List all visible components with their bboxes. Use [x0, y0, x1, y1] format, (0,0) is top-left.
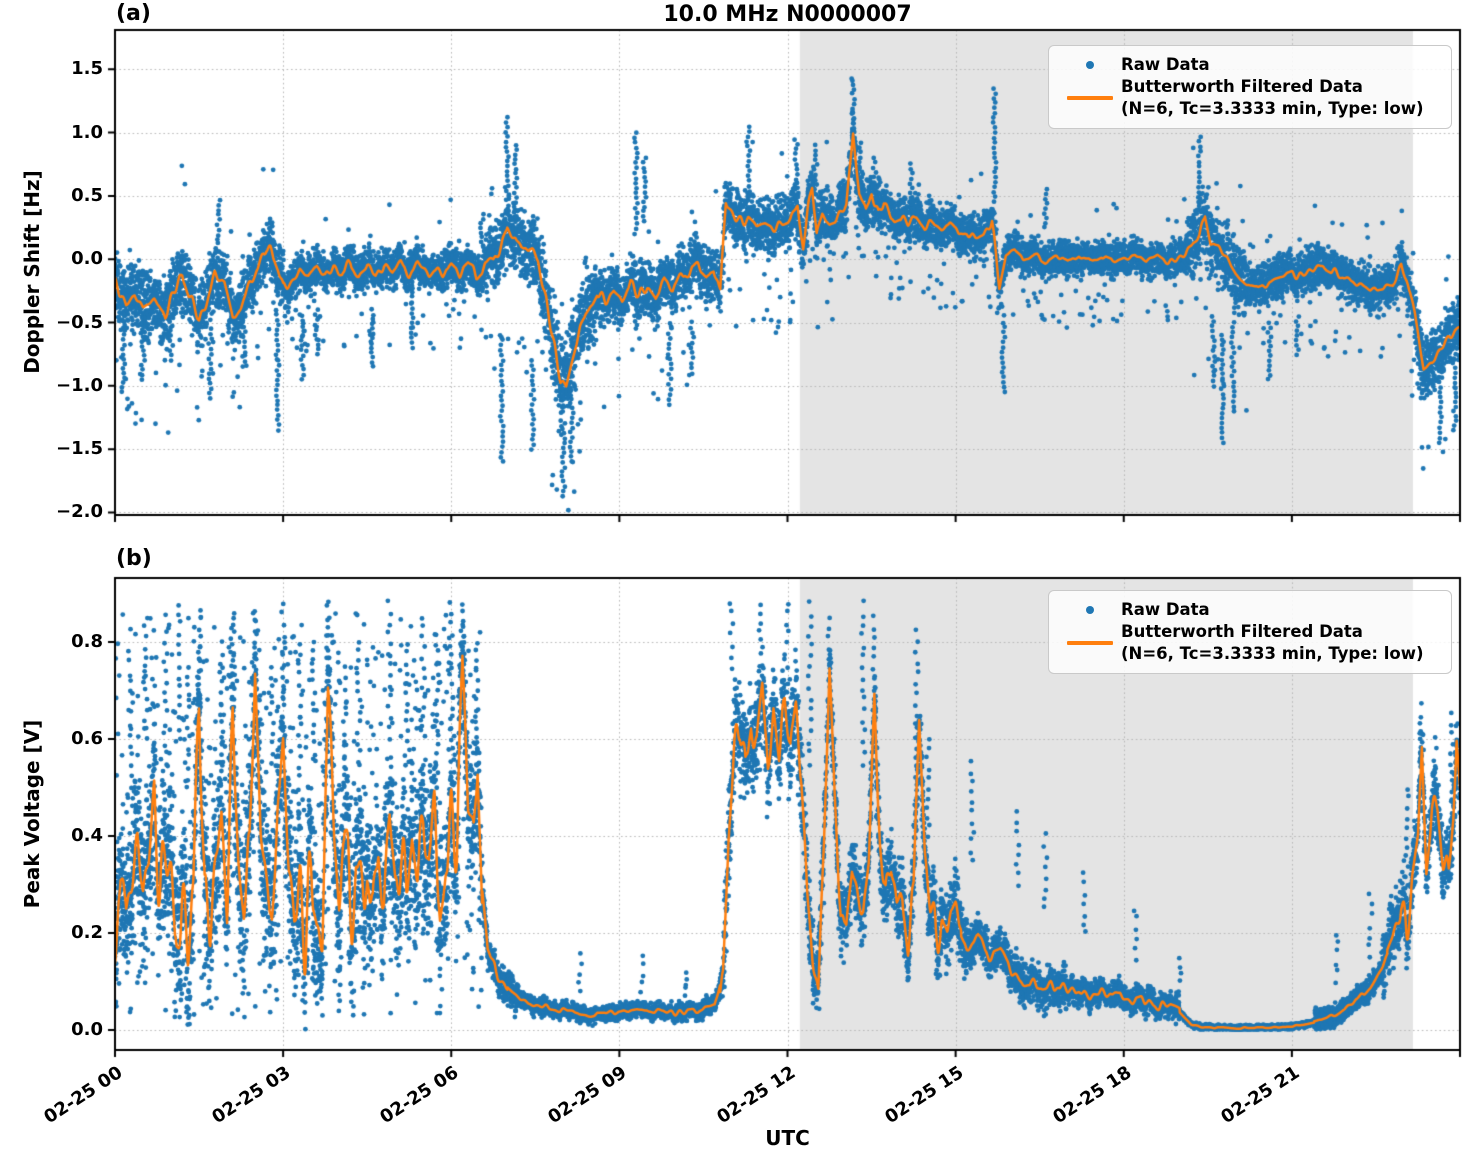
- y-tick-label-b: 0.0: [71, 1019, 103, 1041]
- panel-b-label: (b): [116, 546, 152, 571]
- filtered-line-marker-icon: [1059, 95, 1121, 100]
- y-tick-label-b: 0.8: [71, 631, 103, 653]
- y-tick-label-b: 0.4: [71, 825, 103, 847]
- legend-entry-raw: Raw Data: [1059, 54, 1441, 76]
- y-tick-label-a: 1.5: [71, 58, 103, 80]
- panel-a-label: (a): [116, 1, 151, 26]
- legend-filtered-label-line2: (N=6, Tc=3.3333 min, Type: low): [1121, 98, 1424, 118]
- raw-data-marker-icon: [1059, 605, 1121, 614]
- legend-raw-label: Raw Data: [1121, 600, 1210, 619]
- y-tick-label-a: −1.0: [56, 374, 103, 396]
- legend-panel-b: Raw Data Butterworth Filtered Data (N=6,…: [1048, 590, 1452, 675]
- x-axis-label-utc: UTC: [765, 1126, 810, 1150]
- legend-entry-filtered: Butterworth Filtered Data (N=6, Tc=3.333…: [1059, 76, 1441, 120]
- y-tick-label-a: −2.0: [56, 501, 103, 523]
- y-tick-label-a: 0.0: [71, 248, 103, 270]
- y-tick-label-b: 0.2: [71, 922, 103, 944]
- legend-filtered-label-line2: (N=6, Tc=3.3333 min, Type: low): [1121, 643, 1424, 663]
- y-tick-label-a: 0.5: [71, 184, 103, 206]
- legend-panel-a: Raw Data Butterworth Filtered Data (N=6,…: [1048, 45, 1452, 130]
- y-tick-label-b: 0.6: [71, 728, 103, 750]
- legend-filtered-label-line1: Butterworth Filtered Data: [1121, 621, 1363, 641]
- y-tick-label-a: −1.5: [56, 438, 103, 460]
- figure-title: 10.0 MHz N0000007: [663, 2, 912, 27]
- legend-filtered-label-line1: Butterworth Filtered Data: [1121, 76, 1363, 96]
- filtered-line-marker-icon: [1059, 640, 1121, 645]
- y-tick-label-a: −0.5: [56, 311, 103, 333]
- legend-entry-raw: Raw Data: [1059, 599, 1441, 621]
- y-tick-label-a: 1.0: [71, 121, 103, 143]
- raw-data-marker-icon: [1059, 60, 1121, 69]
- legend-raw-label: Raw Data: [1121, 55, 1210, 74]
- legend-entry-filtered: Butterworth Filtered Data (N=6, Tc=3.333…: [1059, 621, 1441, 665]
